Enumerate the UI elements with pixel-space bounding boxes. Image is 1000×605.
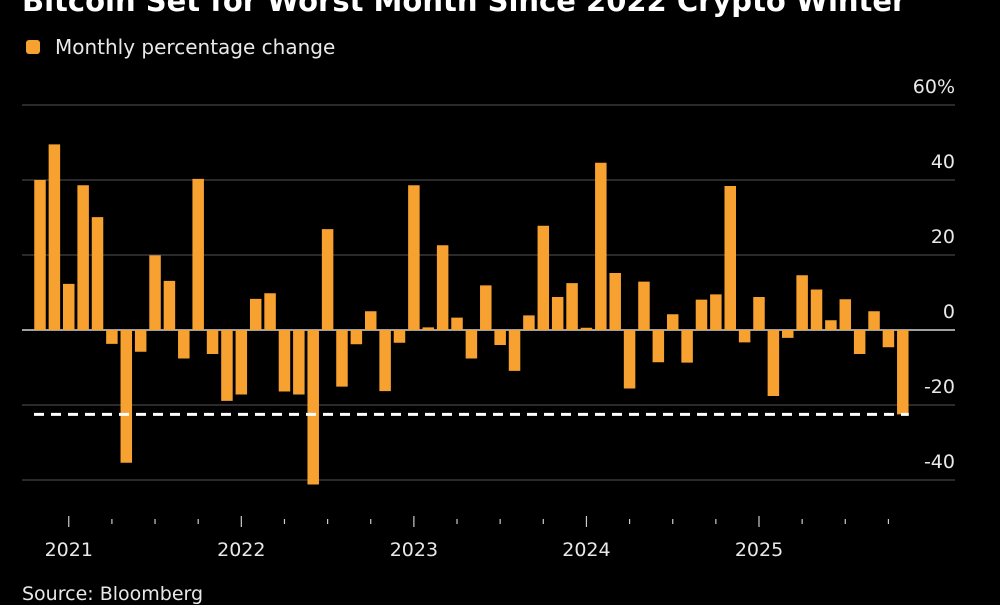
y-tick-label: 60% (913, 76, 955, 98)
bar (178, 330, 190, 359)
bar (436, 245, 449, 330)
bar (379, 330, 391, 392)
y-tick-label: 20 (931, 226, 955, 248)
bar (566, 283, 578, 330)
y-tick-label: -40 (924, 451, 955, 473)
source-note: Source: Bloomberg (22, 583, 204, 605)
x-tick-label: 2024 (562, 539, 610, 561)
bar (235, 330, 248, 395)
bar (710, 294, 722, 330)
bar (278, 330, 291, 392)
bar (149, 255, 161, 330)
bar (249, 298, 262, 330)
bar (623, 330, 636, 389)
bar (451, 317, 463, 330)
bar (321, 229, 334, 330)
bar (494, 330, 506, 345)
legend: Monthly percentage change (26, 35, 335, 59)
bar (695, 299, 708, 330)
bar (120, 330, 133, 463)
bar (523, 315, 535, 330)
bar (782, 330, 794, 338)
bar (508, 330, 521, 371)
legend-label: Monthly percentage change (55, 35, 336, 59)
bar (767, 330, 780, 396)
bar (810, 289, 823, 330)
y-tick-label: 0 (943, 301, 955, 323)
bar (465, 330, 478, 359)
bar (681, 330, 693, 363)
bar (868, 311, 880, 330)
bar (393, 330, 406, 343)
bar (307, 330, 319, 485)
bar (839, 299, 852, 330)
bar (63, 283, 75, 330)
bar (364, 311, 377, 330)
bar (638, 281, 650, 330)
bar (551, 297, 564, 330)
bar (825, 320, 837, 330)
bar (796, 275, 808, 330)
chart-title: Bitcoin Set for Worst Month Since 2022 C… (22, 0, 907, 18)
bar (48, 144, 61, 330)
bar (595, 162, 607, 330)
y-tick-label: -20 (924, 376, 955, 398)
x-tick-label: 2022 (217, 539, 265, 561)
bar (192, 178, 204, 330)
bar (480, 285, 492, 330)
bar (91, 217, 104, 330)
bar (882, 330, 895, 348)
bar (897, 330, 909, 415)
bar (134, 330, 147, 352)
bar (106, 330, 118, 344)
bar (336, 330, 348, 387)
bar (408, 185, 420, 330)
bar (853, 330, 866, 354)
bar (221, 330, 233, 401)
y-tick-label: 40 (931, 151, 955, 173)
bar (77, 185, 89, 330)
bar (652, 330, 665, 363)
bar (206, 330, 219, 354)
x-tick-label: 2025 (735, 539, 783, 561)
bar (724, 186, 736, 330)
bar (422, 327, 435, 330)
x-tick-label: 2021 (45, 539, 93, 561)
bar (293, 330, 305, 395)
bar (580, 327, 593, 330)
bar (753, 297, 765, 330)
bar (264, 293, 276, 330)
bar (350, 330, 363, 345)
bar (666, 314, 679, 330)
bar (34, 180, 46, 330)
bar (609, 273, 621, 330)
bar (738, 330, 751, 343)
bar (163, 280, 176, 330)
bar (537, 225, 550, 330)
legend-swatch (26, 40, 40, 54)
x-tick-label: 2023 (390, 539, 438, 561)
